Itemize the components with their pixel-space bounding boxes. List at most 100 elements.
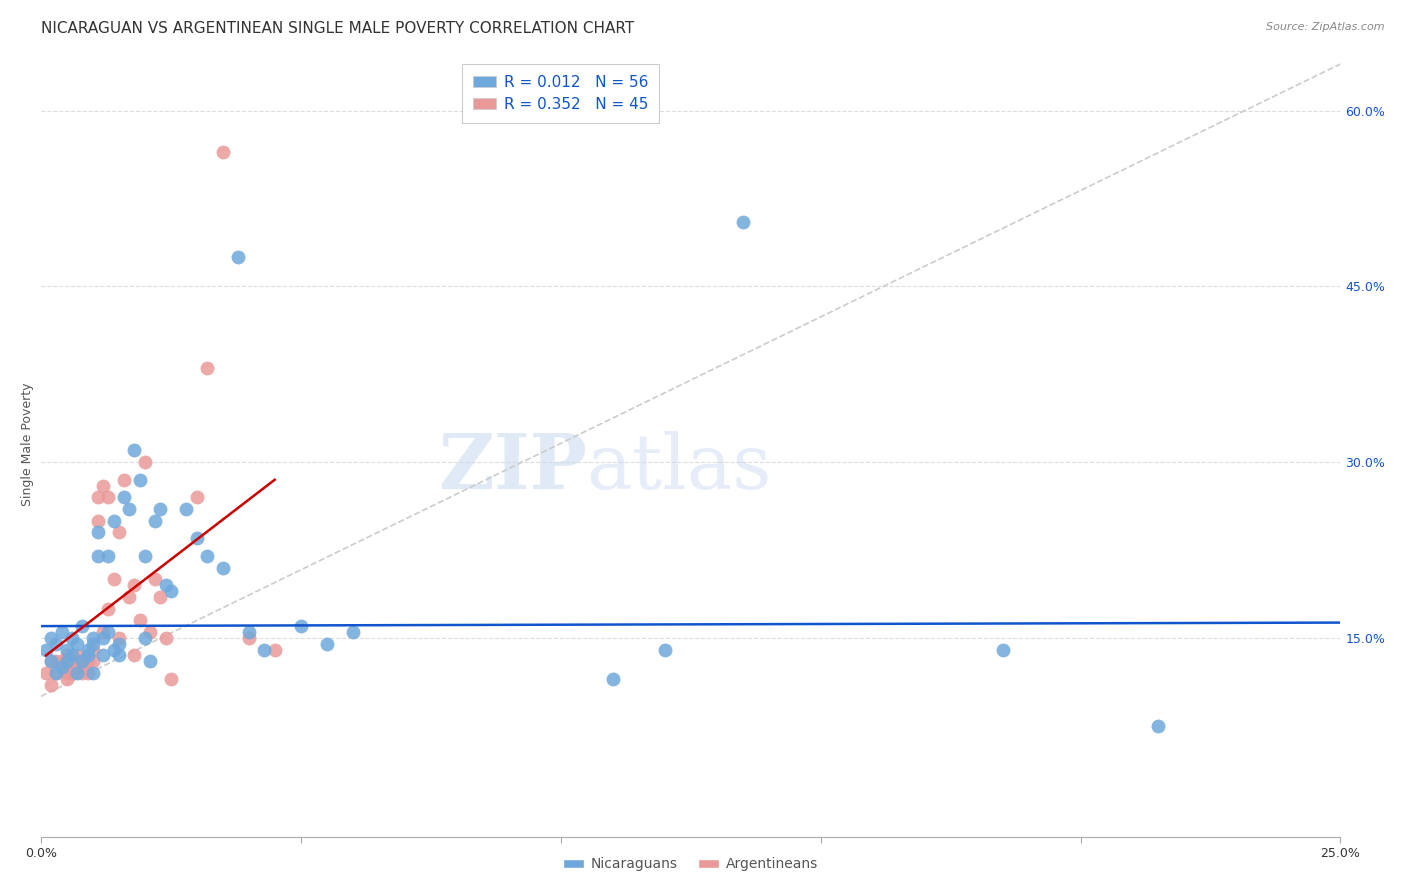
Point [66, 637, 89, 651]
Point [238, 631, 260, 645]
Point [103, 642, 125, 657]
Point [107, 648, 129, 663]
Point [118, 502, 141, 516]
Point [124, 648, 146, 663]
Point [97, 490, 120, 504]
Point [253, 642, 276, 657]
Point [134, 631, 156, 645]
Point [66, 665, 89, 680]
Point [149, 590, 172, 604]
Point [72, 654, 94, 668]
Legend: Nicaraguans, Argentineans: Nicaraguans, Argentineans [557, 852, 824, 877]
Point [91, 624, 114, 639]
Point [211, 560, 233, 574]
Point [87, 490, 110, 504]
Point [654, 642, 676, 657]
Point [87, 525, 110, 540]
Point [60, 631, 83, 645]
Point [186, 531, 208, 545]
Point [103, 514, 125, 528]
Point [87, 514, 110, 528]
Point [82, 654, 104, 668]
Point [55, 654, 77, 668]
Point [124, 443, 146, 458]
Point [103, 572, 125, 586]
Point [238, 624, 260, 639]
Point [60, 648, 83, 663]
Point [35, 665, 58, 680]
Point [97, 601, 120, 615]
Point [45, 665, 67, 680]
Point [107, 637, 129, 651]
Point [139, 624, 162, 639]
Point [66, 648, 89, 663]
Y-axis label: Single Male Poverty: Single Male Poverty [21, 383, 34, 507]
Text: atlas: atlas [586, 431, 772, 505]
Point [35, 642, 58, 657]
Point [55, 648, 77, 663]
Point [82, 642, 104, 657]
Point [134, 549, 156, 563]
Point [176, 502, 198, 516]
Point [72, 654, 94, 668]
Point [39, 654, 62, 668]
Point [66, 660, 89, 674]
Point [55, 672, 77, 686]
Point [1147, 719, 1170, 733]
Point [315, 637, 337, 651]
Point [195, 361, 218, 376]
Point [51, 624, 73, 639]
Text: ZIP: ZIP [437, 431, 586, 505]
Point [76, 665, 98, 680]
Point [82, 631, 104, 645]
Point [991, 642, 1014, 657]
Point [263, 642, 285, 657]
Point [60, 654, 83, 668]
Point [72, 665, 94, 680]
Point [76, 654, 98, 668]
Point [149, 502, 172, 516]
Point [45, 654, 67, 668]
Point [51, 660, 73, 674]
Point [124, 578, 146, 592]
Point [39, 631, 62, 645]
Point [97, 624, 120, 639]
Point [128, 473, 150, 487]
Point [134, 455, 156, 469]
Point [159, 672, 181, 686]
Point [107, 631, 129, 645]
Point [731, 215, 754, 229]
Point [39, 678, 62, 692]
Point [107, 525, 129, 540]
Point [112, 490, 135, 504]
Point [118, 590, 141, 604]
Point [82, 665, 104, 680]
Point [143, 514, 166, 528]
Point [143, 572, 166, 586]
Point [195, 549, 218, 563]
Point [342, 624, 364, 639]
Point [91, 631, 114, 645]
Point [91, 478, 114, 492]
Point [45, 665, 67, 680]
Point [76, 648, 98, 663]
Point [290, 619, 312, 633]
Point [159, 584, 181, 599]
Point [228, 250, 250, 264]
Point [97, 549, 120, 563]
Point [186, 490, 208, 504]
Text: Source: ZipAtlas.com: Source: ZipAtlas.com [1267, 22, 1385, 32]
Point [72, 619, 94, 633]
Point [82, 637, 104, 651]
Point [39, 654, 62, 668]
Text: NICARAGUAN VS ARGENTINEAN SINGLE MALE POVERTY CORRELATION CHART: NICARAGUAN VS ARGENTINEAN SINGLE MALE PO… [41, 21, 634, 36]
Point [139, 654, 162, 668]
Point [211, 145, 233, 159]
Point [55, 665, 77, 680]
Point [602, 672, 624, 686]
Point [60, 665, 83, 680]
Point [128, 613, 150, 627]
Point [45, 637, 67, 651]
Point [55, 642, 77, 657]
Point [51, 660, 73, 674]
